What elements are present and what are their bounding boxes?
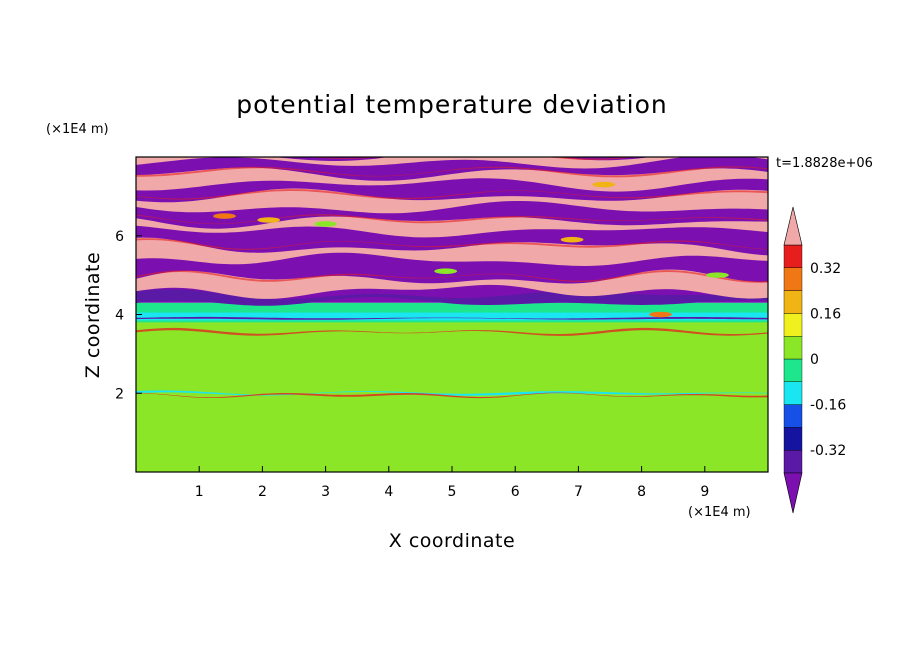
band-edge — [307, 157, 636, 160]
pink-band — [136, 188, 768, 214]
colorbar-segment — [783, 313, 803, 337]
lower-eddy — [211, 395, 339, 423]
lower-eddy — [275, 342, 440, 366]
colorbar-segment — [783, 404, 803, 428]
x-tick-label: 5 — [448, 484, 457, 500]
lower-eddy — [559, 397, 674, 421]
colorbar-segment — [783, 358, 803, 382]
band-edge — [136, 189, 768, 200]
inversion-line — [136, 316, 768, 320]
colorbar-max-extend — [783, 206, 803, 246]
highlight-spot — [213, 213, 236, 219]
plot-area — [136, 157, 768, 472]
colorbar-min-extend — [783, 472, 803, 514]
pink-band — [136, 157, 768, 169]
lower-eddy — [388, 393, 541, 417]
x-axis-label: X coordinate — [389, 530, 515, 552]
colorbar-segment — [783, 244, 803, 268]
lower-eddy — [136, 389, 212, 406]
lower-eddy — [154, 416, 269, 457]
colorbar-segment — [783, 336, 803, 360]
lower-eddy — [344, 371, 535, 392]
x-tick-label: 7 — [574, 484, 583, 500]
chart-title: potential temperature deviation — [236, 90, 667, 119]
inversion-cyan — [136, 312, 768, 321]
highlight-spot — [592, 181, 616, 188]
lower-eddy — [647, 371, 762, 392]
y-axis-label: Z coordinate — [82, 252, 104, 378]
x-tick-label: 8 — [637, 484, 646, 500]
colorbar-tick-label: -0.32 — [810, 443, 846, 459]
x-tick-label: 1 — [195, 484, 204, 500]
y-axis-ticks: 2 4 6 — [115, 229, 142, 402]
highlight-spot — [560, 236, 584, 243]
colorbar-segment — [783, 290, 803, 314]
highlight-spot — [706, 272, 729, 278]
pink-band — [136, 269, 768, 299]
y-tick-label: 6 — [115, 229, 124, 245]
colorbar-segment — [783, 381, 803, 405]
red-streak — [136, 392, 768, 399]
colorbar-tick-label: 0.32 — [810, 261, 841, 277]
band-edge — [136, 238, 768, 250]
x-axis-ticks: 1 2 3 4 5 6 7 8 9 — [195, 466, 709, 500]
colorbar-segment — [783, 427, 803, 451]
pink-band — [136, 237, 768, 266]
y-unit-label: (×1E4 m) — [46, 122, 109, 137]
x-tick-label: 3 — [321, 484, 330, 500]
x-unit-label: (×1E4 m) — [688, 505, 751, 520]
lower-eddy — [433, 436, 636, 469]
band-edge — [136, 270, 768, 283]
highlight-spot — [257, 217, 281, 223]
highlight-spot — [649, 311, 672, 318]
highlight-spot — [314, 221, 337, 227]
pink-band — [136, 216, 768, 238]
colorbar: 0.32 0.16 0 -0.16 -0.32 — [783, 206, 846, 514]
band-edge — [136, 214, 768, 225]
x-tick-label: 6 — [511, 484, 520, 500]
x-tick-label: 4 — [384, 484, 393, 500]
y-tick-label: 4 — [115, 308, 124, 324]
band-edge — [136, 166, 768, 178]
time-label: t=1.8828e+06 — [776, 156, 873, 171]
colorbar-tick-label: 0.16 — [810, 306, 841, 322]
colorbar-tick-label: -0.16 — [810, 398, 846, 414]
lower-eddy — [603, 338, 756, 362]
highlight-spot — [434, 268, 458, 274]
x-tick-label: 9 — [700, 484, 709, 500]
lower-eddy — [136, 347, 276, 376]
lower-eddy — [711, 428, 768, 469]
colorbar-segment — [783, 450, 803, 474]
y-tick-label: 2 — [115, 386, 124, 402]
x-tick-label: 2 — [258, 484, 267, 500]
colorbar-tick-label: 0 — [810, 352, 819, 368]
colorbar-segment — [783, 267, 803, 291]
